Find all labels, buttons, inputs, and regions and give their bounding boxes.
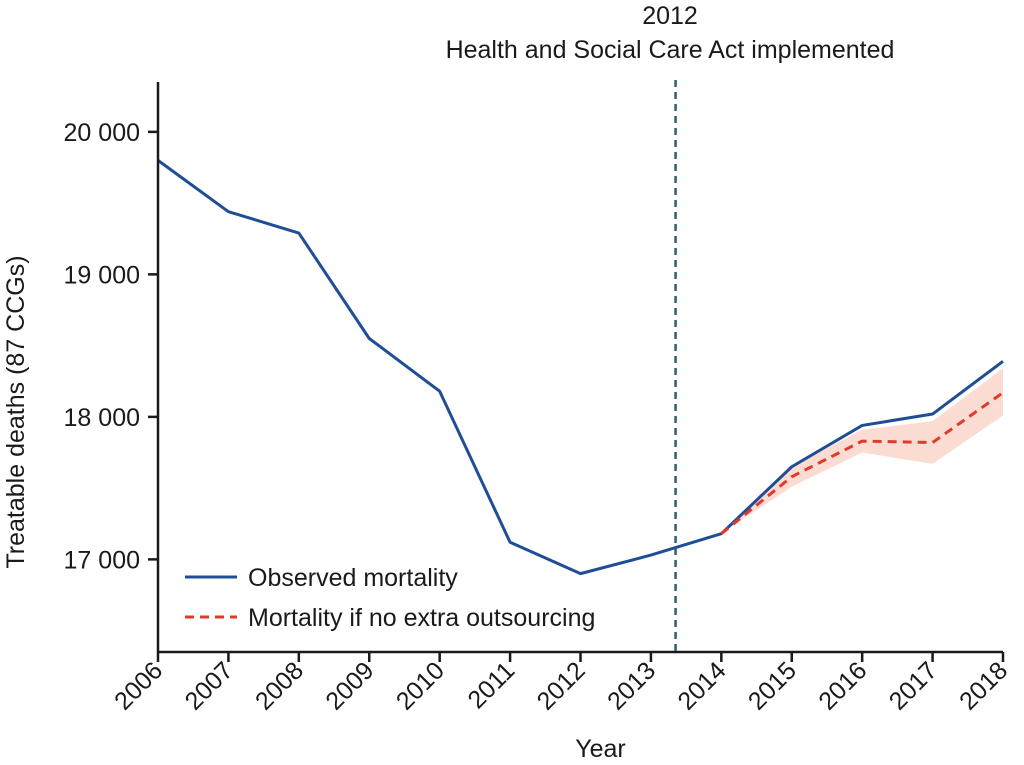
x-tick-label: 2008 (250, 656, 309, 715)
x-tick-label: 2009 (320, 656, 379, 715)
x-axis-title: Year (575, 735, 626, 763)
confidence-band-1 (721, 368, 1003, 534)
annotation-year-label: 2012 (642, 2, 698, 30)
series-layer (157, 159, 1004, 576)
legend-observed-label: Observed mortality (248, 564, 458, 592)
x-tick-label: 2010 (391, 656, 450, 715)
x-tick-label: 2011 (463, 656, 521, 714)
y-tick-label: 18 000 (64, 404, 140, 432)
series-line-0 (157, 159, 1004, 576)
x-tick-label: 2014 (672, 656, 731, 715)
x-tick-label: 2007 (180, 656, 239, 715)
x-tick-label: 2015 (743, 656, 802, 715)
annotation-layer: 2012 Health and Social Care Act implemen… (446, 2, 895, 652)
legend: Observed mortality Mortality if no extra… (185, 564, 595, 632)
x-tick-label: 2006 (109, 656, 168, 715)
legend-counterfactual-label: Mortality if no extra outsourcing (248, 604, 595, 632)
x-tick-label: 2012 (532, 656, 591, 715)
y-tick-label: 20 000 (64, 119, 140, 147)
y-axis-title: Treatable deaths (87 CCGs) (2, 255, 30, 568)
confidence-band-layer (721, 368, 1003, 534)
y-tick-label: 17 000 (64, 546, 140, 574)
x-tick-label: 2018 (954, 656, 1013, 715)
x-tick-label: 2016 (813, 656, 872, 715)
annotation-event-label: Health and Social Care Act implemented (446, 36, 895, 64)
series-line-1 (720, 391, 1004, 535)
x-tick-label: 2017 (884, 656, 943, 715)
x-tick-label: 2013 (602, 656, 661, 715)
y-tick-label: 19 000 (64, 261, 140, 289)
